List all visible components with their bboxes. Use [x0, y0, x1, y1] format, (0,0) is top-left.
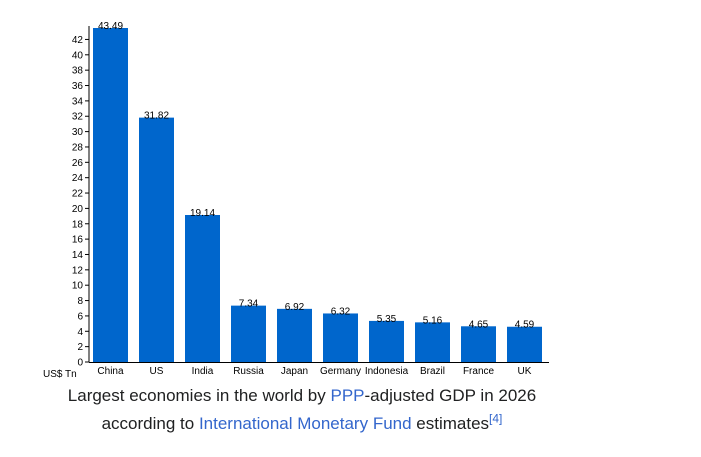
- y-tick-label: 42: [72, 35, 84, 46]
- chart-caption-line-2: according to International Monetary Fund…: [0, 410, 604, 438]
- caption-text: estimates: [411, 414, 490, 433]
- y-tick-label: 20: [72, 204, 84, 215]
- x-tick-label: Japan: [281, 366, 308, 377]
- caption-text: according to: [101, 414, 199, 433]
- x-tick-label: Indonesia: [365, 366, 409, 377]
- data-label: 6.32: [331, 306, 351, 317]
- data-label: 5.35: [377, 314, 397, 325]
- y-tick-label: 38: [72, 66, 84, 77]
- data-label: 6.92: [285, 302, 305, 313]
- y-tick-label: 14: [72, 250, 84, 261]
- data-label: 4.59: [515, 320, 535, 331]
- data-label: 5.16: [423, 315, 443, 326]
- y-tick-label: 24: [72, 173, 84, 184]
- y-axis-unit-label: US$ Tn: [43, 369, 77, 380]
- y-tick-label: 36: [72, 81, 84, 92]
- data-label: 43.49: [98, 21, 123, 32]
- y-tick-label: 30: [72, 127, 84, 138]
- x-tick-label: France: [463, 366, 495, 377]
- x-tick-label: US: [150, 366, 164, 377]
- bar: [415, 322, 450, 362]
- bar: [93, 28, 128, 362]
- y-tick-label: 28: [72, 142, 84, 153]
- caption-text: -adjusted GDP in 2026: [364, 386, 537, 405]
- reference-link[interactable]: [4]: [489, 411, 503, 426]
- y-tick-label: 22: [72, 189, 84, 200]
- y-tick-label: 26: [72, 158, 84, 169]
- ppp-link[interactable]: PPP: [330, 386, 365, 405]
- y-tick-label: 18: [72, 219, 84, 230]
- bar: [461, 326, 496, 362]
- y-tick-label: 12: [72, 265, 84, 276]
- x-tick-label: China: [97, 366, 124, 377]
- y-tick-label: 10: [72, 281, 84, 292]
- x-tick-label: UK: [518, 366, 532, 377]
- bar: [277, 308, 312, 362]
- caption-text: Largest economies in the world by: [67, 386, 331, 405]
- data-label: 31.82: [144, 111, 169, 122]
- bar: [323, 313, 358, 362]
- bars-group: 43.49 31.82 19.14 7.34 6.92 6.32 5.35 5.16 4.65 4…: [93, 21, 542, 362]
- bar: [139, 117, 174, 362]
- x-axis: China US India Russia Japan Germany Indonesia B…: [89, 362, 549, 377]
- x-tick-label: Germany: [320, 366, 361, 377]
- y-tick-label: 8: [77, 296, 83, 307]
- bar: [507, 326, 542, 362]
- chart-caption-line-1: Largest economies in the world by PPP-ad…: [0, 382, 604, 410]
- data-label: 4.65: [469, 319, 489, 330]
- gdp-bar-chart: 024681012141618202224262830323436384042 …: [43, 21, 549, 380]
- y-tick-label: 34: [72, 96, 84, 107]
- bar: [185, 215, 220, 362]
- y-tick-label: 32: [72, 112, 84, 123]
- y-tick-label: 40: [72, 50, 84, 61]
- y-tick-label: 4: [77, 327, 83, 338]
- data-label: 7.34: [239, 299, 259, 310]
- y-tick-label: 6: [77, 311, 83, 322]
- y-tick-label: 16: [72, 235, 84, 246]
- y-tick-label: 2: [77, 342, 83, 353]
- x-tick-label: Russia: [233, 366, 264, 377]
- x-tick-label: Brazil: [420, 366, 445, 377]
- bar: [369, 320, 404, 362]
- data-label: 19.14: [190, 208, 215, 219]
- imf-link[interactable]: International Monetary Fund: [198, 414, 412, 433]
- x-tick-label: India: [192, 366, 214, 377]
- bar: [231, 305, 266, 362]
- y-tick-label: 0: [77, 358, 83, 369]
